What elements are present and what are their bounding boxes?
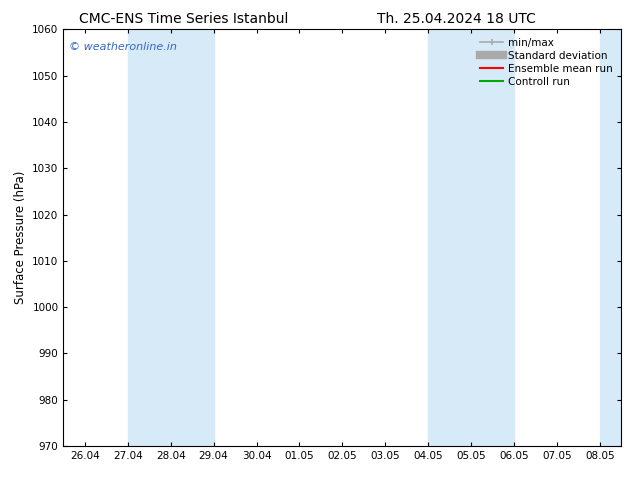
Text: Th. 25.04.2024 18 UTC: Th. 25.04.2024 18 UTC bbox=[377, 12, 536, 26]
Text: © weatheronline.in: © weatheronline.in bbox=[69, 42, 177, 52]
Legend: min/max, Standard deviation, Ensemble mean run, Controll run: min/max, Standard deviation, Ensemble me… bbox=[477, 35, 616, 90]
Text: CMC-ENS Time Series Istanbul: CMC-ENS Time Series Istanbul bbox=[79, 12, 288, 26]
Y-axis label: Surface Pressure (hPa): Surface Pressure (hPa) bbox=[14, 171, 27, 304]
Bar bbox=[128, 29, 214, 446]
Bar bbox=[428, 29, 514, 446]
Bar bbox=[600, 29, 621, 446]
